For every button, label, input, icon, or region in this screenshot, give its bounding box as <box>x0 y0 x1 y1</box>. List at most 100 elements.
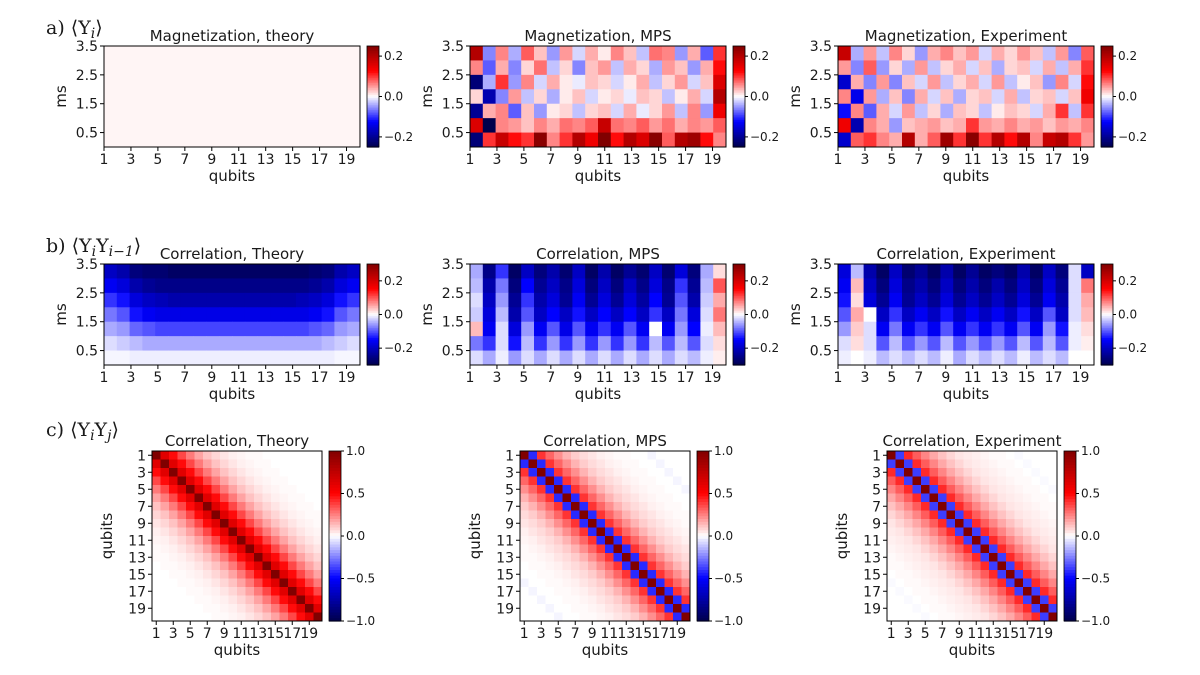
heatmap-cell <box>347 118 361 134</box>
colorbar-step <box>733 358 745 361</box>
x-axis-label: qubits <box>575 385 622 403</box>
heatmap-cell <box>559 132 573 148</box>
heatmap-cell <box>914 60 929 76</box>
x-tick-label: 15 <box>1018 370 1036 386</box>
heatmap-cell <box>305 451 314 460</box>
heatmap-cell <box>623 278 637 294</box>
heatmap-cell <box>228 485 238 494</box>
heatmap-cell <box>713 132 727 148</box>
heatmap-cell <box>921 604 930 613</box>
heatmap-cell <box>596 476 606 486</box>
colorbar-step <box>1101 113 1113 116</box>
colorbar-tick-label: −0.5 <box>714 572 743 586</box>
x-tick-label: 19 <box>300 626 318 642</box>
colorbar-step <box>329 516 341 520</box>
heatmap-cell <box>997 451 1007 460</box>
x-tick-label: 15 <box>634 626 652 642</box>
heatmap-cell <box>283 278 297 294</box>
heatmap-cell <box>347 336 361 352</box>
heatmap-cell <box>562 544 572 554</box>
heatmap-cell <box>237 485 246 494</box>
heatmap-cell <box>1030 321 1044 337</box>
heatmap-cell <box>211 468 221 477</box>
y-tick-label: 5 <box>872 482 881 498</box>
heatmap-cell <box>579 468 589 477</box>
heatmap-cell <box>997 587 1007 596</box>
colorbar-step <box>367 83 379 86</box>
heatmap-cell <box>520 485 529 494</box>
colorbar-step <box>1101 47 1113 50</box>
heatmap-cell <box>598 336 612 352</box>
heatmap-cell <box>902 336 916 352</box>
colorbar-step <box>1101 67 1113 71</box>
colorbar: 1.00.50.0−0.5−1.0 <box>328 444 375 628</box>
heatmap-cell <box>546 350 561 366</box>
heatmap-cell <box>579 587 589 596</box>
colorbar-step <box>367 311 379 314</box>
heatmap-cell <box>168 132 182 148</box>
heatmap-cell <box>283 46 297 61</box>
heatmap-cell <box>953 118 967 134</box>
heatmap-cell <box>545 612 555 622</box>
colorbar-step <box>1064 567 1076 571</box>
heatmap-cell <box>237 510 246 520</box>
y-axis-label: ms <box>52 85 70 108</box>
heatmap-cell <box>639 544 648 554</box>
heatmap-cell <box>245 451 255 460</box>
heatmap-cell <box>169 604 178 613</box>
colorbar-step <box>733 96 745 99</box>
heatmap-cell <box>129 74 143 90</box>
heatmap-cell <box>559 46 573 61</box>
heatmap-cell <box>334 74 348 90</box>
heatmap-cell <box>262 578 272 588</box>
heatmap-cell <box>1023 502 1032 511</box>
heatmap-cell <box>271 519 280 528</box>
heatmap-cell <box>613 527 623 537</box>
colorbar-step <box>329 470 341 475</box>
colorbar-step <box>1101 69 1113 72</box>
colorbar-step <box>697 519 709 523</box>
colorbar-step <box>1064 516 1076 520</box>
heatmap-cell <box>237 502 246 511</box>
x-tick-label: 13 <box>617 626 635 642</box>
colorbar-step <box>1064 558 1076 563</box>
heatmap-cell <box>912 459 922 469</box>
heatmap-cell <box>876 336 890 352</box>
colorbar-tick-label: −0.2 <box>750 130 779 144</box>
colorbar-step <box>1101 279 1113 282</box>
heatmap-cell <box>681 561 691 571</box>
heatmap-cell <box>902 89 916 105</box>
colorbar-step <box>329 553 341 557</box>
heatmap-cell <box>588 595 597 605</box>
colorbar-step <box>697 615 709 619</box>
colorbar-step <box>733 316 745 319</box>
heatmap-cell <box>1068 132 1082 148</box>
heatmap-cell <box>1014 595 1024 605</box>
heatmap-cell <box>219 292 233 308</box>
heatmap-cell <box>1014 612 1024 622</box>
heatmap-cell <box>622 502 631 511</box>
heatmap-cell <box>588 493 597 503</box>
heatmap-cell <box>914 292 929 308</box>
heatmap-cell <box>636 132 650 148</box>
colorbar-step <box>1101 274 1113 277</box>
colorbar-step <box>733 138 745 141</box>
colorbar-step <box>1101 333 1113 336</box>
heatmap-cell <box>129 336 143 352</box>
heatmap-cell <box>997 519 1007 528</box>
heatmap-cell <box>938 561 947 571</box>
heatmap-cell <box>649 103 663 119</box>
heatmap-cell <box>129 89 143 105</box>
x-tick-label: 3 <box>537 626 546 642</box>
heatmap-cell <box>838 350 852 366</box>
colorbar-step <box>367 94 379 98</box>
colorbar-step <box>367 56 379 59</box>
heatmap-cell <box>656 510 665 520</box>
colorbar-step <box>733 359 745 363</box>
heatmap-cell <box>288 527 297 537</box>
heatmap-cell <box>169 493 178 503</box>
heatmap-cell <box>186 578 195 588</box>
colorbar-step <box>1101 115 1113 118</box>
colorbar-step <box>329 513 341 517</box>
